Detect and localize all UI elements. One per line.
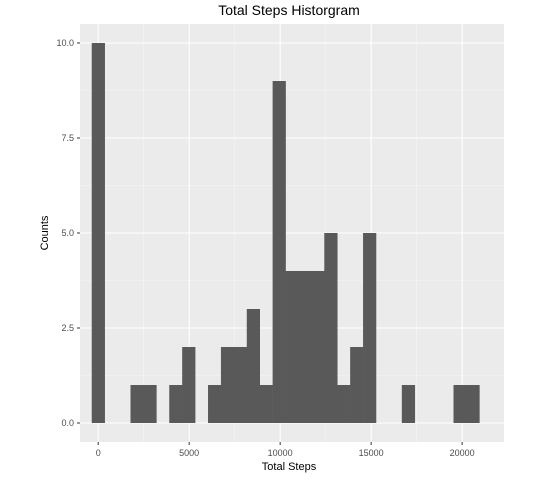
histogram-bars	[91, 43, 480, 423]
histogram-bar	[233, 347, 248, 423]
histogram-bar	[337, 385, 351, 423]
chart-title: Total Steps Historgram	[218, 2, 360, 18]
histogram-bar	[401, 385, 416, 423]
y-tick-label: 0.0	[61, 418, 74, 428]
y-tick-label: 7.5	[61, 133, 74, 143]
x-axis-ticks: 0 5000 10000 15000 20000	[96, 442, 475, 458]
histogram-bar	[208, 385, 222, 423]
y-tick-label: 5.0	[61, 228, 74, 238]
histogram-bar	[259, 385, 273, 423]
y-tick-label: 10.0	[56, 38, 74, 48]
histogram-bar	[143, 385, 157, 423]
histogram-bar	[285, 271, 299, 423]
y-tick-label: 2.5	[61, 323, 74, 333]
histogram-bar	[169, 385, 183, 423]
histogram-bar	[298, 271, 312, 423]
y-axis-title: Counts	[39, 215, 51, 250]
x-tick-label: 10000	[268, 448, 293, 458]
histogram-bar	[220, 347, 235, 423]
histogram-bar	[311, 271, 325, 423]
x-tick-label: 20000	[450, 448, 475, 458]
histogram-bar	[272, 81, 286, 423]
histogram-bar	[453, 385, 467, 423]
histogram-bar	[363, 233, 377, 423]
x-axis-title: Total Steps	[262, 461, 317, 473]
y-axis-ticks: 0.0 2.5 5.0 7.5 10.0	[56, 38, 80, 428]
histogram-bar	[91, 43, 105, 423]
histogram-bar	[246, 309, 260, 423]
histogram-bar	[466, 385, 480, 423]
histogram-bar	[130, 385, 144, 423]
x-tick-label: 5000	[179, 448, 199, 458]
histogram-bar	[182, 347, 196, 423]
x-tick-label: 0	[96, 448, 101, 458]
histogram-bar	[350, 347, 364, 423]
x-tick-label: 15000	[359, 448, 384, 458]
histogram-bar	[324, 233, 338, 423]
